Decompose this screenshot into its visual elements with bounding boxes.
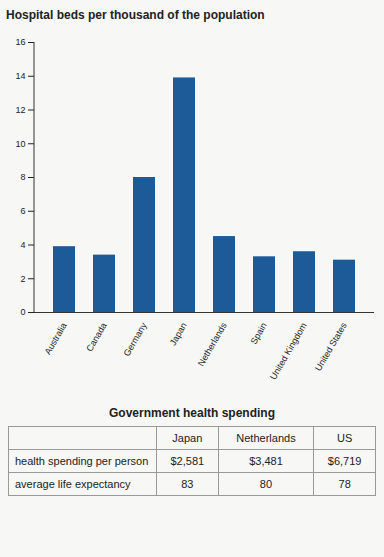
html-text:average life expectancy: average life expectancy <box>15 478 131 490</box>
svg-text:6: 6 <box>20 206 25 216</box>
svg-text:10: 10 <box>15 139 25 149</box>
svg-text:Japan: Japan <box>168 321 189 347</box>
svg-text:Netherlands: Netherlands <box>196 321 229 368</box>
svg-text:Australia: Australia <box>43 321 69 356</box>
html-text:Netherlands: Netherlands <box>236 432 296 444</box>
html-text:Government health spending: Government health spending <box>109 406 275 420</box>
svg-text:16: 16 <box>15 37 25 47</box>
svg-text:8: 8 <box>20 172 25 182</box>
html-text:$6,719: $6,719 <box>327 455 362 467</box>
html-text:health spending per person: health spending per person <box>15 455 149 467</box>
svg-text:2: 2 <box>20 274 25 284</box>
html-text:$2,581: $2,581 <box>170 455 205 467</box>
svg-text:4: 4 <box>20 240 25 250</box>
svg-text:United States: United States <box>313 321 349 373</box>
svg-text:12: 12 <box>15 105 25 115</box>
svg-text:0: 0 <box>20 307 25 317</box>
svg-text:Spain: Spain <box>249 321 269 346</box>
svg-text:Germany: Germany <box>122 321 149 358</box>
html-text:80: 80 <box>259 478 273 490</box>
html-text:US: US <box>337 432 353 444</box>
html-text:Hospital beds per thousand of: Hospital beds per thousand of the popula… <box>6 8 265 22</box>
svg-text:Canada: Canada <box>84 321 108 353</box>
svg-text:United Kingdom: United Kingdom <box>268 321 309 381</box>
html-text:83: 83 <box>181 478 194 490</box>
html-text:78: 78 <box>338 478 351 490</box>
html-text:Japan: Japan <box>172 432 203 444</box>
html-text:$3,481: $3,481 <box>249 455 283 467</box>
svg-text:14: 14 <box>15 71 25 81</box>
